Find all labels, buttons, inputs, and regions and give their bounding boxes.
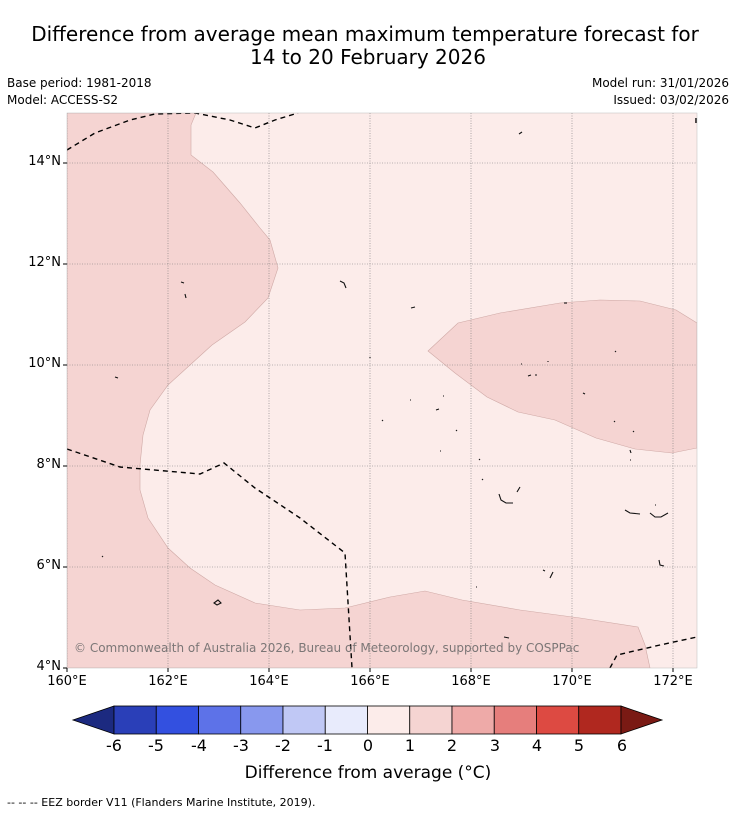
island — [410, 306, 416, 309]
colorbar-tick-label: 3 — [489, 736, 501, 755]
lon-label-164E: 164°E — [249, 674, 289, 689]
island — [503, 636, 510, 639]
lon-label-160E: 160°E — [47, 674, 87, 689]
island — [101, 555, 104, 558]
anomaly-fill-1-2-west — [67, 113, 651, 668]
eez-border-southeast — [609, 636, 697, 668]
colorbar-segment — [282, 705, 326, 735]
island — [114, 376, 119, 379]
base-period: Base period: 1981-2018 — [7, 76, 152, 90]
island — [629, 449, 632, 461]
colorbar-tick-label: 6 — [616, 736, 628, 755]
colorbar-tick-label: -5 — [148, 736, 164, 755]
graticule — [67, 113, 697, 668]
colorbar-segment — [240, 705, 284, 735]
lon-label-162E: 162°E — [148, 674, 188, 689]
colorbar — [71, 705, 664, 735]
lat-label-14N: 14°N — [28, 154, 61, 169]
colorbar-segment — [578, 705, 622, 735]
colorbar-tick-label: 4 — [531, 736, 543, 755]
lat-label-6N: 6°N — [36, 558, 62, 573]
colorbar-segment — [451, 705, 495, 735]
map-plot-area — [67, 113, 697, 668]
anomaly-fill-1-2-east — [427, 299, 697, 454]
issued-date: Issued: 03/02/2026 — [613, 93, 729, 107]
colorbar-segment — [113, 705, 157, 735]
lat-label-8N: 8°N — [36, 457, 62, 472]
island — [614, 350, 617, 353]
island — [440, 429, 458, 452]
axis-ticks — [63, 162, 674, 672]
island — [498, 486, 521, 504]
lon-label-168E: 168°E — [451, 674, 491, 689]
colorbar-tick-label: -1 — [317, 736, 333, 755]
colorbar-extend-high — [620, 705, 664, 735]
copyright-notice: © Commonwealth of Australia 2026, Bureau… — [74, 641, 580, 655]
colorbar-extend-low — [71, 705, 115, 735]
colorbar-segment — [536, 705, 580, 735]
meta-left: Base period: 1981-2018 Model: ACCESS-S2 — [7, 75, 152, 109]
island-atoll — [624, 509, 669, 518]
colorbar-segment — [409, 705, 453, 735]
eez-border-north — [67, 113, 299, 151]
island — [613, 420, 635, 433]
colorbar-segment — [155, 705, 199, 735]
model-name: Model: ACCESS-S2 — [7, 93, 119, 107]
colorbar-tick-label: -4 — [191, 736, 207, 755]
colorbar-segment — [198, 705, 242, 735]
map-title-line2: 14 to 20 February 2026 — [250, 45, 486, 69]
island — [527, 374, 537, 377]
island — [478, 458, 484, 481]
colorbar-tick-label: 5 — [573, 736, 585, 755]
colorbar-tick-label: -2 — [275, 736, 291, 755]
colorbar-title: Difference from average (°C) — [244, 763, 492, 783]
meta-right: Model run: 31/01/2026 Issued: 03/02/2026 — [592, 75, 729, 109]
colorbar-segment — [367, 705, 411, 735]
island — [521, 361, 549, 365]
colorbar-tick-label: -6 — [106, 736, 122, 755]
map-title-line1: Difference from average mean maximum tem… — [31, 22, 699, 46]
footer-legend: -- -- -- EEZ border V11 (Flanders Marine… — [7, 796, 316, 809]
island — [435, 395, 444, 411]
colorbar-tick-label: 1 — [404, 736, 416, 755]
island — [518, 131, 523, 135]
colorbar-tick-label: -3 — [233, 736, 249, 755]
eez-border-marshall-west — [67, 448, 353, 668]
lat-label-4N: 4°N — [36, 659, 62, 674]
island — [582, 392, 586, 395]
island — [180, 281, 187, 299]
lat-label-10N: 10°N — [28, 356, 61, 371]
island — [339, 280, 347, 289]
lon-label-172E: 172°E — [653, 674, 693, 689]
model-run: Model run: 31/01/2026 — [591, 76, 729, 90]
colorbar-tick-label: 2 — [446, 736, 458, 755]
lat-label-12N: 12°N — [28, 255, 61, 270]
colorbar-tick-label: 0 — [362, 736, 374, 755]
islands — [101, 131, 669, 639]
colorbar-segment — [324, 705, 368, 735]
island — [542, 569, 554, 579]
lon-label-170E: 170°E — [552, 674, 592, 689]
map-frame — [66, 112, 698, 669]
colorbar-segment — [493, 705, 537, 735]
island — [213, 599, 222, 606]
island — [381, 399, 411, 422]
eez-borders — [67, 113, 697, 668]
island — [658, 559, 665, 567]
lon-label-166E: 166°E — [350, 674, 390, 689]
